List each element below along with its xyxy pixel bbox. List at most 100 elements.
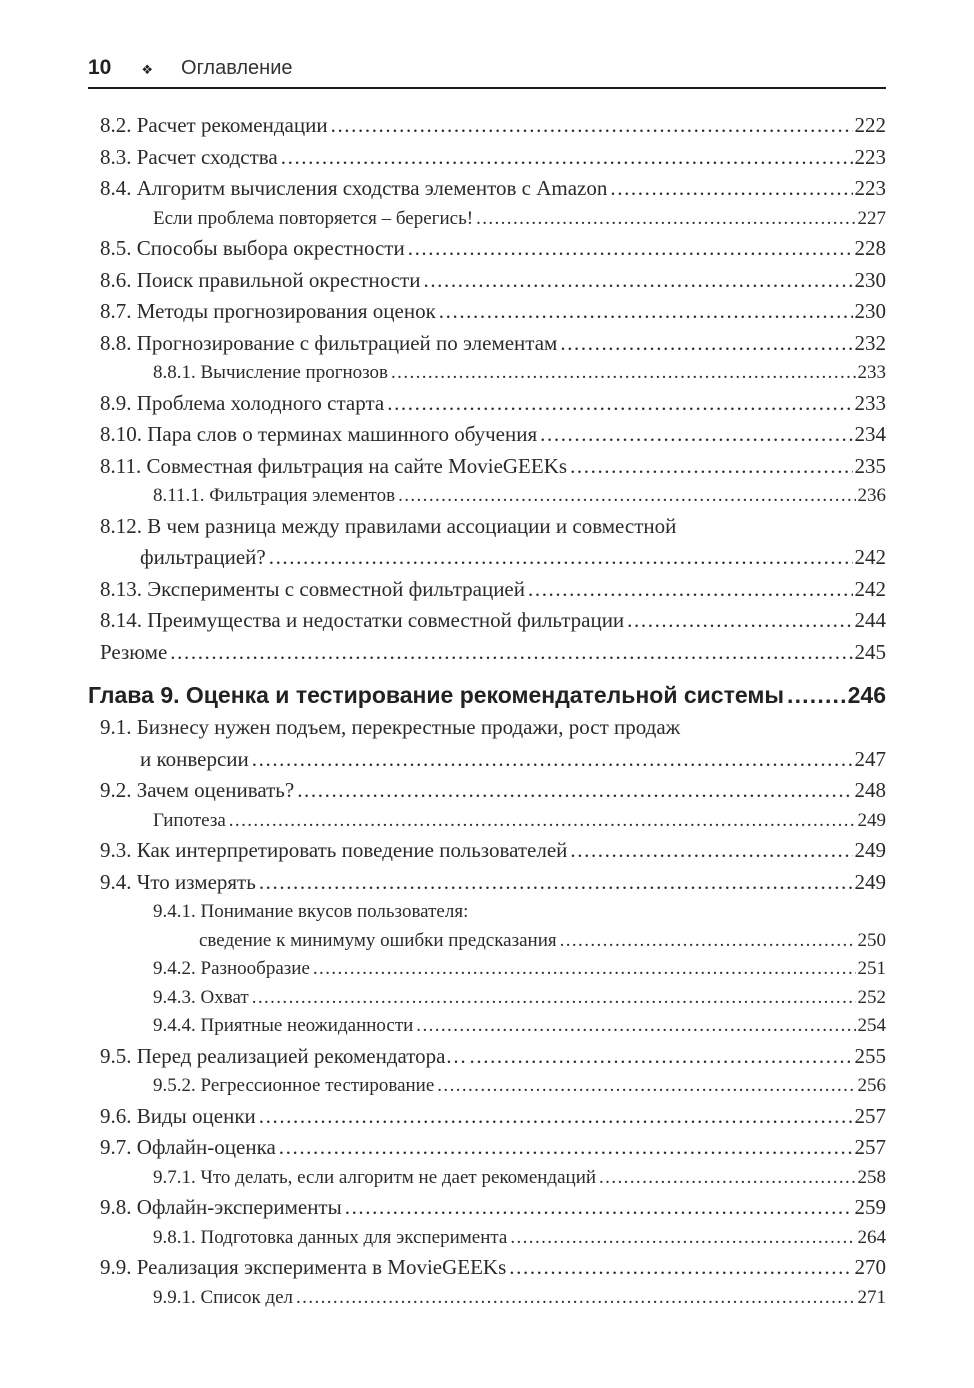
toc-page-number: 232	[854, 330, 887, 355]
running-head: 10 ❖ Оглавление	[88, 56, 886, 89]
toc-page-number: 246	[847, 682, 886, 708]
dot-leader	[476, 205, 855, 234]
toc-entry: 8.9. Проблема холодного старта 233	[100, 388, 886, 420]
toc-entry: 8.4. Алгоритм вычисления сходства элемен…	[100, 173, 886, 205]
dot-leader	[259, 1101, 853, 1133]
toc-entry: 8.11.1. Фильтрация элементов 236	[153, 482, 886, 511]
toc-entry-text: 9.4.2. Разнообразие	[153, 958, 310, 979]
toc-entry-text: сведение к минимуму ошибки предсказания	[199, 929, 557, 951]
toc-entry-row: Гипотеза 249	[153, 807, 886, 836]
toc-entry: 8.5. Способы выбора окрестности 228	[100, 233, 886, 265]
toc-entry-text: 8.12. В чем разница между правилами ассо…	[100, 513, 677, 538]
toc-entry-text: 9.4.3. Охват	[153, 986, 249, 1008]
toc-entry-text: 9.7. Офлайн-оценка	[100, 1135, 276, 1159]
toc-entry-row: 8.3. Расчет сходства 223	[100, 142, 886, 174]
toc-entry-row: и конверсии 247	[140, 744, 886, 776]
dot-leader	[423, 265, 852, 297]
dot-leader	[398, 482, 855, 511]
toc-entry-row: 8.6. Поиск правильной окрестности 230	[100, 265, 886, 297]
dot-leader	[345, 1192, 853, 1224]
toc-entry: 8.12. В чем разница между правилами ассо…	[100, 511, 886, 574]
toc-entry: 9.6. Виды оценки 257	[100, 1101, 886, 1133]
toc-entry-text: 8.8. Прогнозирование с фильтрацией по эл…	[100, 330, 558, 355]
toc-entry: 9.7.1. Что делать, если алгоритм не дает…	[153, 1164, 886, 1193]
toc-entry-text: 8.5. Способы выбора окрестности	[100, 236, 405, 260]
dot-leader	[510, 1224, 855, 1253]
dot-leader	[437, 1072, 855, 1101]
toc-entry-row: 8.7. Методы прогнозирования оценок 230	[100, 296, 886, 328]
toc-entry: 9.5. Перед реализацией рекомендатора… 25…	[100, 1041, 886, 1073]
toc-entry-row: 8.8. Прогнозирование с фильтрацией по эл…	[100, 328, 886, 360]
dot-leader	[528, 574, 853, 606]
toc-entry-row: 9.4.2. Разнообразие 251	[153, 955, 886, 984]
toc-entry-row: фильтрацией? 242	[140, 542, 886, 574]
toc-entry-row: 8.9. Проблема холодного старта 233	[100, 388, 886, 420]
toc-page-number: 252	[857, 986, 887, 1008]
page-number: 10	[88, 56, 112, 79]
toc-page-number: 271	[857, 1286, 887, 1308]
toc-entry-text: 9.5.2. Регрессионное тестирование	[153, 1075, 435, 1096]
toc-entry: 9.7. Офлайн-оценка 257	[100, 1132, 886, 1164]
toc-entry-text: 8.10. Пара слов о терминах машинного обу…	[100, 422, 538, 446]
toc-entry-text: 9.5. Перед реализацией рекомендатора…	[100, 1043, 467, 1068]
dot-leader	[560, 927, 856, 956]
toc-entry: 9.4. Что измерять 249	[100, 867, 886, 899]
toc-page-number: 223	[854, 144, 887, 169]
toc-entry-row: 8.4. Алгоритм вычисления сходства элемен…	[100, 173, 886, 205]
dot-leader	[540, 419, 852, 451]
toc-page-number: 248	[854, 778, 887, 802]
toc-entry-text: 8.9. Проблема холодного старта	[100, 390, 385, 415]
diamond-separator-icon: ❖	[141, 62, 154, 77]
toc-entry: 8.10. Пара слов о терминах машинного обу…	[100, 419, 886, 451]
toc-entry: 8.6. Поиск правильной окрестности 230	[100, 265, 886, 297]
toc-entry-row: 9.9.1. Список дел 271	[153, 1284, 886, 1313]
dot-leader	[599, 1164, 855, 1193]
toc-entry-row: 8.11.1. Фильтрация элементов 236	[153, 482, 886, 511]
toc-page-number: 233	[857, 362, 887, 383]
toc-entry-row: 9.3. Как интерпретировать поведение поль…	[100, 835, 886, 867]
toc-entry-row: 9.5. Перед реализацией рекомендатора… 25…	[100, 1041, 886, 1073]
dot-leader	[470, 1041, 853, 1073]
toc-entry-text: 8.8.1. Вычисление прогнозов	[153, 362, 389, 383]
toc-entry-text: 8.13. Эксперименты с совместной фильтрац…	[100, 576, 525, 601]
toc-entry: 8.3. Расчет сходства 223	[100, 142, 886, 174]
toc-entry-row: 8.13. Эксперименты с совместной фильтрац…	[100, 574, 886, 606]
toc-page-number: 249	[854, 838, 887, 862]
dot-leader	[610, 173, 852, 205]
toc-entry: 8.2. Расчет рекомендации 222	[100, 110, 886, 142]
toc-entry-text: фильтрацией?	[140, 545, 266, 569]
toc-entry-text: 8.4. Алгоритм вычисления сходства элемен…	[100, 176, 608, 200]
toc-entry-text: 9.4.1. Понимание вкусов пользователя:	[153, 901, 469, 922]
dot-leader	[509, 1252, 852, 1284]
toc-entry-text: 8.14. Преимущества и недостатки совместн…	[100, 608, 625, 632]
toc-page-number: 242	[854, 545, 887, 569]
toc-entry-text: Если проблема повторяется – берегись!	[153, 207, 474, 229]
toc-entry: 9.9. Реализация эксперимента в MovieGEEK…	[100, 1252, 886, 1284]
toc-entry: 9.4.3. Охват 252	[153, 984, 886, 1013]
toc-entry-prelines: 8.12. В чем разница между правилами ассо…	[100, 511, 886, 543]
dot-leader	[252, 744, 853, 776]
toc-page-number: 245	[854, 639, 887, 664]
toc-entry-row: Резюме 245	[100, 637, 886, 669]
toc-entry-text: 9.9. Реализация эксперимента в MovieGEEK…	[100, 1255, 507, 1279]
toc-entry-text: 9.7.1. Что делать, если алгоритм не дает…	[153, 1166, 597, 1188]
toc-entry-text: 9.4.4. Приятные неожиданности	[153, 1015, 414, 1036]
dot-leader	[279, 1132, 853, 1164]
toc-page-number: 249	[857, 809, 887, 831]
dot-leader	[252, 984, 856, 1013]
toc-page-number: 251	[857, 958, 887, 979]
toc-entry-text: 8.11. Совместная фильтрация на сайте Mov…	[100, 453, 568, 478]
toc-entry: 9.9.1. Список дел 271	[153, 1284, 886, 1313]
toc-page-number: 230	[854, 267, 887, 292]
dot-leader	[570, 451, 852, 483]
dot-leader	[408, 233, 853, 265]
toc-entry-text: 9.1. Бизнесу нужен подъем, перекрестные …	[100, 715, 681, 739]
toc-page-number: 259	[854, 1195, 887, 1219]
toc-entry-row: 9.4.3. Охват 252	[153, 984, 886, 1013]
toc-entry: 9.8. Офлайн-эксперименты 259	[100, 1192, 886, 1224]
toc-page-number: 242	[854, 576, 887, 601]
toc-entry-row: 9.8.1. Подготовка данных для эксперимент…	[153, 1224, 886, 1253]
toc-entry-row: 9.2. Зачем оценивать? 248	[100, 775, 886, 807]
toc-entry: 8.7. Методы прогнозирования оценок 230	[100, 296, 886, 328]
